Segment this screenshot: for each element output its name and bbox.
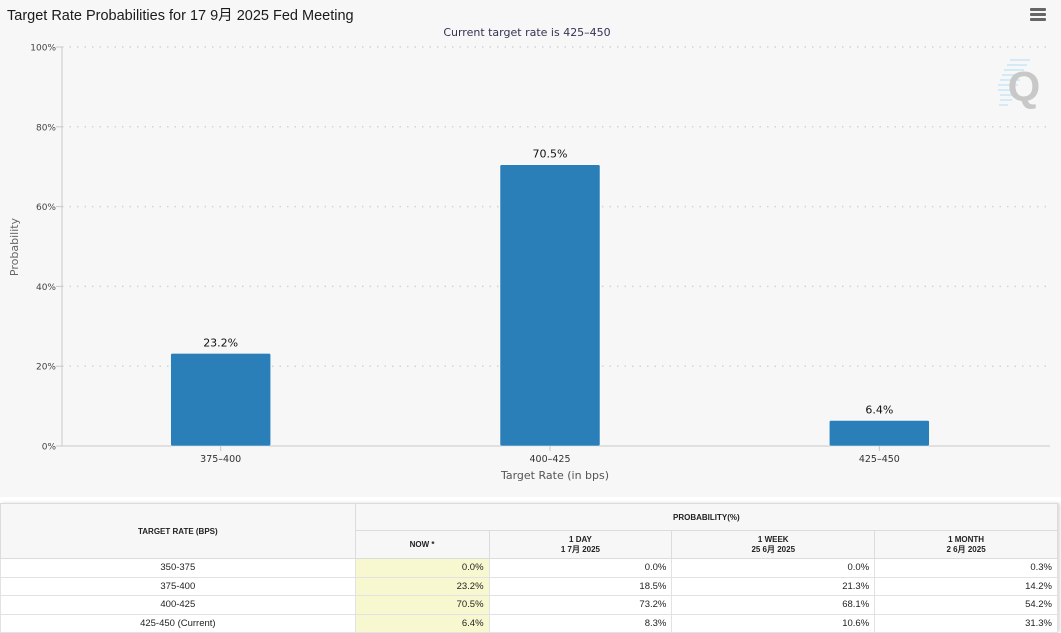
x-tick-label: 375–400 xyxy=(200,454,241,465)
target-rate-cell: 425-450 (Current) xyxy=(0,613,356,633)
y-tick-label: 0% xyxy=(42,443,57,453)
y-tick-label: 40% xyxy=(36,283,56,293)
bar-series: 23.2% 375–400 70.5% 400–425 6.4% 425–450 xyxy=(170,148,930,465)
probability-cell: 68.1% xyxy=(671,595,876,615)
probability-cell: 21.3% xyxy=(671,576,876,596)
probability-table-container: TARGET RATE (BPS) PROBABILITY(%) NOW * 1 … xyxy=(0,503,1059,633)
target-rate-header: TARGET RATE (BPS) xyxy=(0,503,356,559)
y-axis-ticks: 0% 20% 40% 60% 80% 100% xyxy=(30,44,62,453)
target-rate-cell: 350-375 xyxy=(0,558,356,578)
svg-text:Q: Q xyxy=(1008,63,1041,110)
probability-cell: 14.2% xyxy=(874,576,1058,596)
chart-title: Target Rate Probabilities for 17 9月 2025… xyxy=(7,8,354,24)
probability-cell: 8.3% xyxy=(488,613,673,633)
probability-cell: 10.6% xyxy=(671,613,876,633)
bar-425–450[interactable] xyxy=(829,420,930,447)
hamburger-menu-icon[interactable] xyxy=(1030,8,1046,22)
bar-375–400[interactable] xyxy=(170,353,271,447)
y-tick-label: 100% xyxy=(30,44,56,54)
x-tick-label: 425–450 xyxy=(859,454,900,465)
bar-400–425[interactable] xyxy=(499,164,601,447)
probability-cell: 18.5% xyxy=(488,576,673,596)
x-tick-label: 400–425 xyxy=(529,454,570,465)
data-label: 6.4% xyxy=(865,403,893,416)
chart-subtitle: Current target rate is 425–450 xyxy=(443,26,610,39)
table-row: 375-400 23.2% 18.5% 21.3% 14.2% xyxy=(0,576,1058,596)
y-tick-label: 20% xyxy=(36,363,56,373)
probability-cell: 0.0% xyxy=(671,558,876,578)
probability-cell: 70.5% xyxy=(354,595,490,615)
y-tick-label: 80% xyxy=(36,123,56,133)
table-row: 350-375 0.0% 0.0% 0.0% 0.3% xyxy=(0,558,1058,578)
probability-header: PROBABILITY(%) xyxy=(354,503,1059,531)
data-label: 70.5% xyxy=(533,148,568,161)
target-rate-cell: 400-425 xyxy=(0,595,356,615)
probability-table: TARGET RATE (BPS) PROBABILITY(%) NOW * 1 … xyxy=(0,503,1059,633)
probability-cell: 31.3% xyxy=(874,613,1058,633)
probability-cell: 6.4% xyxy=(354,613,490,633)
probability-cell: 0.3% xyxy=(874,558,1058,578)
quikstrike-q-logo-icon: Q xyxy=(998,59,1041,110)
chart-container: Target Rate Probabilities for 17 9月 2025… xyxy=(7,8,1050,482)
data-label: 23.2% xyxy=(203,336,238,349)
probability-cell: 0.0% xyxy=(354,558,490,578)
table-row: 400-425 70.5% 73.2% 68.1% 54.2% xyxy=(0,595,1058,615)
column-header-1-month: 1 MONTH 2 6月 2025 xyxy=(874,530,1058,559)
y-tick-label: 60% xyxy=(36,203,56,213)
x-axis-title: Target Rate (in bps) xyxy=(500,469,609,482)
bar-chart: Current target rate is 425–450 0% 20% 40% 6… xyxy=(8,26,1050,482)
probability-cell: 73.2% xyxy=(488,595,673,615)
table-row: 425-450 (Current) 6.4% 8.3% 10.6% 31.3% xyxy=(0,613,1058,633)
column-header-1-day: 1 DAY 1 7月 2025 xyxy=(488,530,673,559)
probability-cell: 23.2% xyxy=(354,576,490,596)
target-rate-cell: 375-400 xyxy=(0,576,356,596)
probability-cell: 0.0% xyxy=(488,558,673,578)
column-header-now: NOW * xyxy=(354,530,490,559)
column-header-1-week: 1 WEEK 25 6月 2025 xyxy=(671,530,876,559)
probability-cell: 54.2% xyxy=(874,595,1058,615)
y-axis-title: Probability xyxy=(8,217,21,276)
